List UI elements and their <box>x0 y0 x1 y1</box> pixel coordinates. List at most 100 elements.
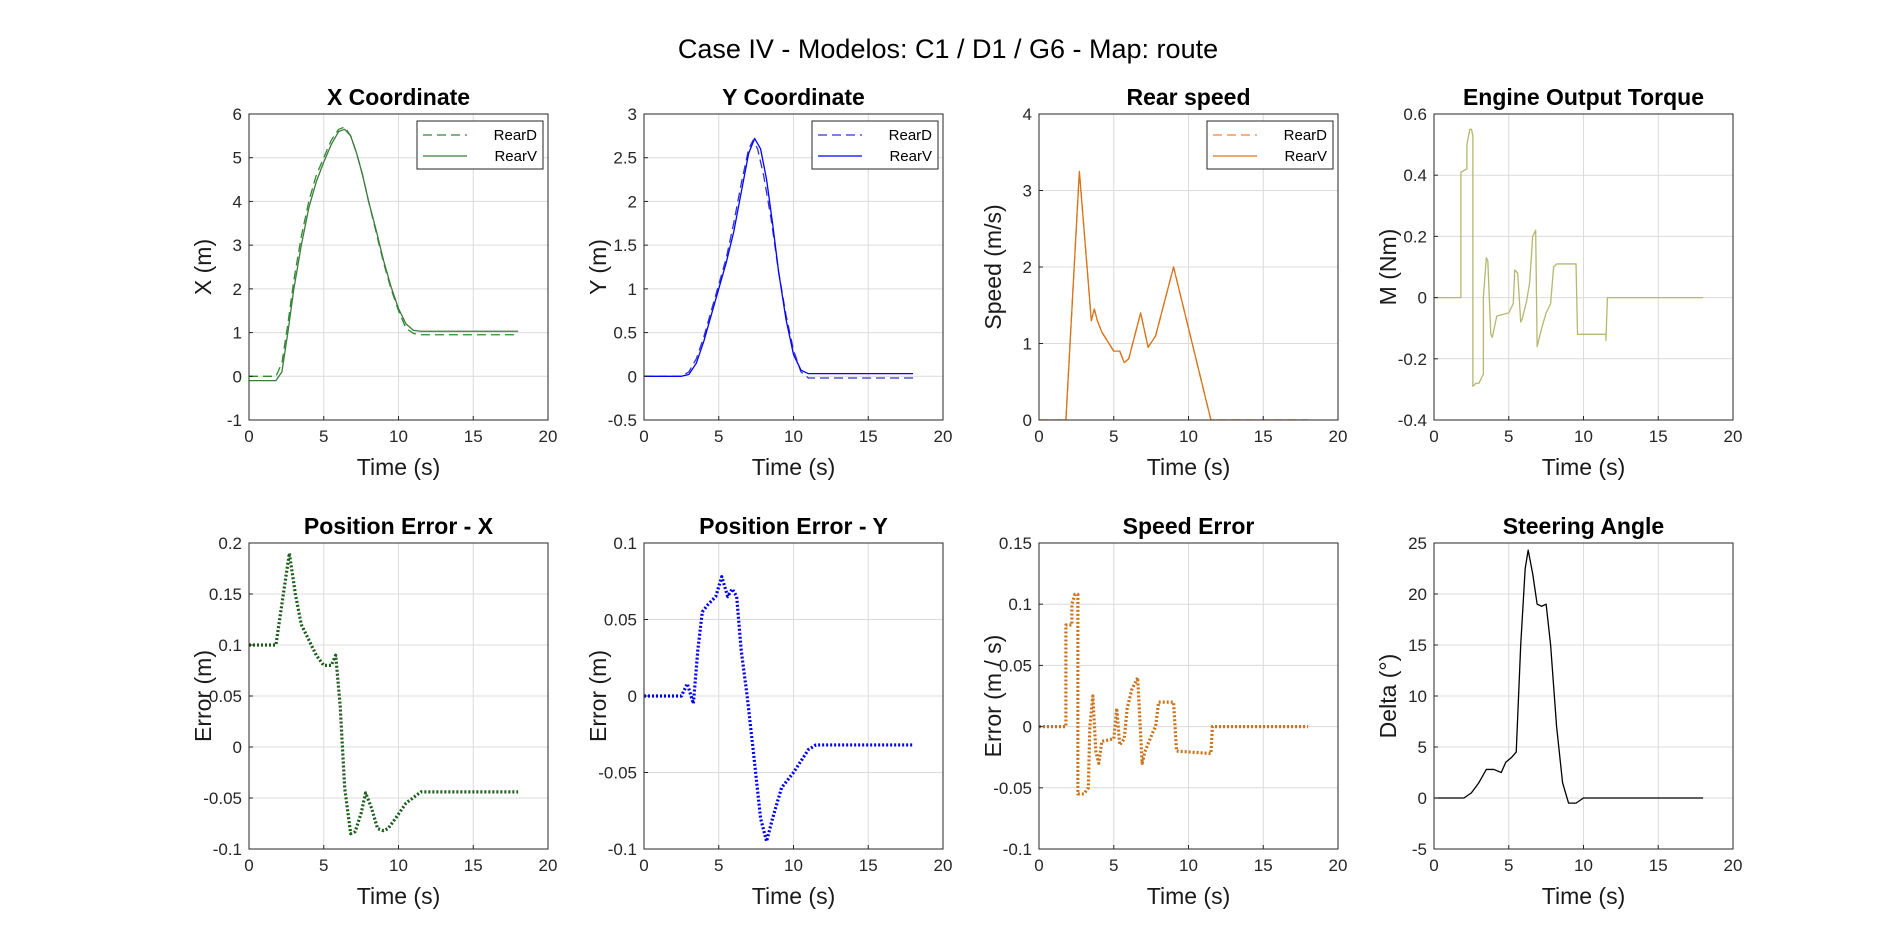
p4-series-0-line <box>249 551 519 836</box>
p5-xtick-label-2: 10 <box>784 856 803 875</box>
p2-xlabel: Time (s) <box>1147 454 1230 480</box>
p1-title: Y Coordinate <box>722 84 865 110</box>
plot-speed-error: 0 5 10 15 20 -0.1 -0.05 0 0.05 0.1 0.15 Speed Error… <box>980 513 1347 909</box>
p4-xtick-label-3: 15 <box>464 856 483 875</box>
p0-legend-box <box>416 120 544 170</box>
p0-ytick-label-0: -1 <box>227 411 242 430</box>
p7-xlabel: Time (s) <box>1542 883 1625 909</box>
p2-legend-label-1: RearV <box>1284 148 1327 165</box>
p4-ytick-label-0: -0.1 <box>213 840 242 859</box>
p7-ytick-label-4: 15 <box>1408 636 1427 655</box>
p7-ytick-label-3: 10 <box>1408 687 1427 706</box>
p0-xlabel: Time (s) <box>357 454 440 480</box>
p1-xlabel: Time (s) <box>752 454 835 480</box>
p5-xtick-label-3: 15 <box>859 856 878 875</box>
plot-y-coordinate: 0 5 10 15 20-0.500.511.522.53Y CoordinateTim… <box>585 84 952 480</box>
p3-xtick-label-0: 0 <box>1429 427 1438 446</box>
p1-series-rearv-line <box>644 137 914 377</box>
p1-legend: RearD RearV <box>811 120 939 170</box>
p3-xlabel: Time (s) <box>1542 454 1625 480</box>
p3-xtick-label-1: 5 <box>1504 427 1513 446</box>
p1-xtick-label-1: 5 <box>714 427 723 446</box>
p7-ytick-label-6: 25 <box>1408 534 1427 553</box>
p2-legend-box <box>1206 120 1334 170</box>
p0-ytick-label-1: 0 <box>233 367 242 386</box>
p2-xtick-label-1: 5 <box>1109 427 1118 446</box>
p3-ytick-label-1: -0.2 <box>1398 350 1427 369</box>
p5-xtick-label-1: 5 <box>714 856 723 875</box>
p4-ytick-label-6: 0.2 <box>218 534 242 553</box>
p2-xtick-label-4: 20 <box>1329 427 1348 446</box>
p1-legend-box <box>811 120 939 170</box>
p4-xtick-label-1: 5 <box>319 856 328 875</box>
p6-ytick-label-4: 0.1 <box>1008 595 1032 614</box>
p2-series-rearv-line <box>1039 170 1309 420</box>
p7-xtick-label-4: 20 <box>1724 856 1743 875</box>
p5-xtick-label-4: 20 <box>934 856 953 875</box>
p4-ylabel: Error (m) <box>190 650 216 742</box>
p7-ytick-label-1: 0 <box>1418 789 1427 808</box>
p3-ytick-label-4: 0.4 <box>1403 166 1427 185</box>
p6-ytick-label-5: 0.15 <box>999 534 1032 553</box>
p6-series-0-line <box>1039 592 1309 796</box>
p1-ytick-label-2: 0.5 <box>613 324 637 343</box>
plot-position-error-x: 0 5 10 15 20 -0.1 -0.05 0 0.05 0.1 0.15 0.2 Position… <box>190 513 557 909</box>
p3-ytick-label-3: 0.2 <box>1403 227 1427 246</box>
p6-xtick-label-3: 15 <box>1254 856 1273 875</box>
p6-xtick-label-0: 0 <box>1034 856 1043 875</box>
p3-xtick-label-3: 15 <box>1649 427 1668 446</box>
p7-ytick-label-5: 20 <box>1408 585 1427 604</box>
p5-ylabel: Error (m) <box>585 650 611 742</box>
p3-ylabel: M (Nm) <box>1375 229 1401 306</box>
p1-legend-label-0: RearD <box>889 127 933 144</box>
p6-ytick-label-3: 0.05 <box>999 656 1032 675</box>
p1-xtick-label-3: 15 <box>859 427 878 446</box>
p2-ytick-label-0: 0 <box>1023 411 1032 430</box>
p2-ytick-label-3: 3 <box>1023 182 1032 201</box>
p0-xtick-label-0: 0 <box>244 427 253 446</box>
p2-ytick-label-1: 1 <box>1023 335 1032 354</box>
p7-xtick-label-3: 15 <box>1649 856 1668 875</box>
p0-ytick-label-5: 4 <box>233 192 242 211</box>
p0-title: X Coordinate <box>327 84 470 110</box>
p2-ylabel: Speed (m/s) <box>980 204 1006 329</box>
p7-title: Steering Angle <box>1503 513 1664 539</box>
p5-title: Position Error - Y <box>699 513 888 539</box>
p6-xtick-label-4: 20 <box>1329 856 1348 875</box>
p2-xtick-label-0: 0 <box>1034 427 1043 446</box>
p1-ytick-label-4: 1.5 <box>613 236 637 255</box>
p6-ytick-label-2: 0 <box>1023 718 1032 737</box>
p0-ytick-label-7: 6 <box>233 105 242 124</box>
p1-ytick-label-3: 1 <box>628 280 637 299</box>
p5-ytick-label-2: 0 <box>628 687 637 706</box>
p5-ytick-label-0: -0.1 <box>608 840 637 859</box>
p6-xtick-label-2: 10 <box>1179 856 1198 875</box>
p7-xtick-label-2: 10 <box>1574 856 1593 875</box>
p4-ytick-label-4: 0.1 <box>218 636 242 655</box>
p4-xlabel: Time (s) <box>357 883 440 909</box>
p5-series-0-line <box>644 575 914 843</box>
p2-legend: RearD RearV <box>1206 120 1334 170</box>
p4-ytick-label-5: 0.15 <box>209 585 242 604</box>
p0-ytick-label-2: 1 <box>233 324 242 343</box>
p5-ytick-label-1: -0.05 <box>598 764 637 783</box>
p7-xtick-label-0: 0 <box>1429 856 1438 875</box>
p6-title: Speed Error <box>1123 513 1255 539</box>
p1-series-reard-line <box>644 139 914 379</box>
p1-ytick-label-0: -0.5 <box>608 411 637 430</box>
p6-ytick-label-1: -0.05 <box>993 779 1032 798</box>
p0-legend: RearD RearV <box>416 120 544 170</box>
p0-xtick-label-3: 15 <box>464 427 483 446</box>
p1-ytick-label-7: 3 <box>628 105 637 124</box>
p7-ylabel: Delta (°) <box>1375 654 1401 739</box>
p5-ytick-label-4: 0.1 <box>613 534 637 553</box>
p4-ytick-label-3: 0.05 <box>209 687 242 706</box>
p7-ytick-label-2: 5 <box>1418 738 1427 757</box>
p4-ytick-label-1: -0.05 <box>203 789 242 808</box>
p5-xtick-label-0: 0 <box>639 856 648 875</box>
p4-title: Position Error - X <box>304 513 494 539</box>
p3-series-0-line <box>1434 128 1704 387</box>
p3-xtick-label-2: 10 <box>1574 427 1593 446</box>
